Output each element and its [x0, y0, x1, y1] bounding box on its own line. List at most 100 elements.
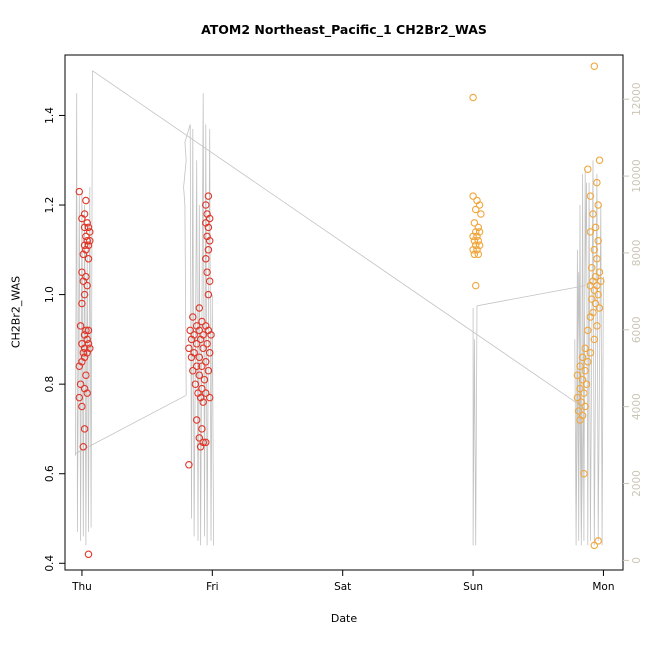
data-point — [82, 326, 90, 335]
data-point — [586, 192, 595, 200]
data-point — [84, 550, 93, 559]
data-point — [83, 281, 91, 290]
data-point — [586, 349, 595, 357]
data-point — [185, 461, 193, 469]
data-point — [593, 178, 601, 187]
data-point — [202, 389, 210, 397]
data-point — [82, 232, 90, 241]
data-point — [79, 277, 88, 285]
data-point — [584, 358, 592, 366]
y-right-tick-label: 12000 — [631, 82, 643, 115]
data-point — [581, 344, 589, 353]
x-axis-label: Date — [330, 612, 358, 625]
y-left-tick-label: 1.0 — [44, 286, 56, 303]
data-point — [470, 250, 479, 259]
data-point — [474, 250, 483, 259]
data-point — [187, 335, 196, 344]
data-point — [199, 344, 207, 353]
data-point — [78, 402, 86, 411]
data-point — [470, 219, 479, 227]
data-point — [80, 425, 89, 433]
data-point — [82, 196, 90, 205]
data-point — [595, 156, 604, 164]
data-point — [84, 255, 93, 263]
data-point — [589, 210, 597, 218]
data-point — [469, 192, 477, 200]
y-right-tick-label: 4000 — [631, 393, 643, 420]
data-point — [82, 371, 90, 379]
data-point — [573, 371, 582, 379]
data-point — [576, 384, 584, 393]
data-point — [79, 250, 88, 259]
data-point — [591, 299, 600, 308]
data-point — [580, 469, 588, 478]
data-point — [590, 62, 599, 70]
data-point — [204, 290, 213, 299]
data-point — [207, 331, 215, 339]
data-point — [580, 389, 588, 397]
data-point — [80, 290, 89, 299]
data-point — [79, 349, 88, 357]
data-point — [187, 353, 196, 362]
y-axis-label: CH2Br2_WAS — [9, 275, 23, 349]
data-point — [597, 277, 605, 285]
data-point — [204, 192, 213, 200]
data-point — [191, 380, 200, 388]
data-point — [195, 434, 204, 442]
data-point — [195, 326, 204, 335]
data-point — [593, 322, 601, 330]
data-point — [578, 375, 587, 384]
data-point — [205, 277, 214, 285]
data-point — [78, 299, 86, 308]
data-point — [204, 366, 213, 375]
data-point — [192, 362, 201, 370]
data-point — [205, 214, 214, 223]
data-point — [200, 375, 209, 384]
data-point — [80, 241, 89, 250]
data-point — [75, 187, 84, 196]
y-left-tick-label: 0.6 — [44, 465, 56, 482]
y-right-tick-label: 0 — [631, 557, 643, 564]
data-point — [594, 290, 602, 299]
data-point — [587, 295, 596, 303]
data-point — [573, 393, 582, 402]
data-point — [471, 205, 480, 214]
data-point — [192, 416, 201, 424]
altitude-trace-line — [92, 70, 586, 410]
data-point — [475, 201, 484, 209]
data-point — [205, 237, 214, 245]
data-point — [584, 165, 592, 173]
data-point — [199, 398, 207, 406]
data-point — [205, 349, 214, 357]
data-point — [576, 362, 584, 370]
data-point — [582, 380, 591, 388]
data-point — [198, 317, 206, 326]
y-left-tick-label: 0.8 — [44, 376, 56, 393]
data-point — [595, 304, 604, 312]
data-point — [594, 537, 602, 545]
data-point — [196, 443, 205, 451]
data-point — [195, 353, 204, 362]
data-point — [198, 384, 206, 393]
data-point — [86, 237, 94, 245]
x-tick-label: Sun — [463, 581, 483, 593]
y-right-tick-label: 10000 — [631, 159, 643, 192]
data-point — [79, 443, 88, 451]
data-point — [590, 335, 599, 344]
data-point — [84, 223, 93, 232]
y-right-tick-label: 6000 — [631, 316, 643, 343]
data-point — [86, 228, 94, 236]
data-point — [202, 438, 210, 447]
data-point — [202, 358, 210, 366]
altitude-trace-line — [75, 70, 93, 546]
data-point — [469, 246, 477, 254]
x-tick-label: Sat — [334, 581, 351, 593]
data-point — [581, 366, 589, 375]
data-point — [189, 366, 197, 375]
data-point — [587, 263, 596, 272]
data-point — [195, 371, 204, 379]
x-tick-label: Thu — [71, 581, 92, 593]
data-point — [202, 255, 210, 263]
